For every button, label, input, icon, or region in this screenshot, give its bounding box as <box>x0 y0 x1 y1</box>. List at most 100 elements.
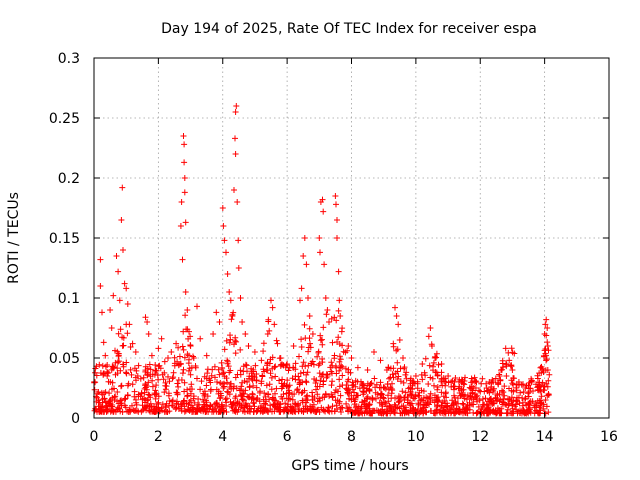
data-point <box>220 385 227 391</box>
data-point <box>459 400 466 407</box>
data-point <box>151 403 157 410</box>
data-point <box>182 289 189 295</box>
data-point <box>361 410 368 417</box>
data-point <box>106 390 113 397</box>
data-point <box>204 370 211 377</box>
data-point <box>241 390 248 397</box>
data-point <box>266 327 273 334</box>
data-point <box>331 389 338 396</box>
data-point <box>226 289 233 295</box>
data-point <box>440 407 446 414</box>
data-point <box>208 372 215 379</box>
data-point <box>129 340 136 347</box>
data-point <box>445 379 452 386</box>
data-point <box>110 292 117 299</box>
data-point <box>360 391 367 398</box>
data-point <box>256 389 263 396</box>
data-point <box>186 328 192 335</box>
data-point <box>228 385 235 392</box>
data-point <box>212 374 218 381</box>
data-point <box>95 389 102 395</box>
data-point <box>324 407 331 414</box>
data-point <box>544 325 551 331</box>
data-point <box>359 382 366 389</box>
data-point <box>249 391 256 398</box>
data-point <box>349 409 356 416</box>
data-point <box>311 376 318 382</box>
data-point <box>142 384 149 391</box>
data-point <box>399 388 406 395</box>
data-point <box>107 307 114 313</box>
data-point <box>220 223 227 229</box>
data-point <box>525 390 532 397</box>
data-point <box>434 384 441 390</box>
data-point <box>105 369 112 376</box>
data-point <box>227 336 234 343</box>
data-point <box>197 386 204 393</box>
data-point <box>179 343 186 350</box>
data-point <box>463 404 470 411</box>
data-point <box>314 383 321 390</box>
data-point <box>233 103 240 109</box>
data-point <box>426 362 433 369</box>
data-point <box>225 363 232 370</box>
data-point <box>332 397 339 404</box>
data-point <box>305 348 312 355</box>
data-point <box>386 375 393 382</box>
data-point <box>170 369 177 376</box>
x-axis-label: GPS time / hours <box>291 458 408 474</box>
data-point <box>432 355 439 361</box>
data-point <box>250 400 257 407</box>
data-point <box>272 373 279 380</box>
data-point <box>323 374 330 381</box>
data-point <box>344 387 351 394</box>
data-point <box>135 391 142 398</box>
data-point <box>377 357 384 364</box>
data-point <box>260 396 267 403</box>
data-point <box>328 391 335 398</box>
data-point <box>224 388 231 395</box>
data-point <box>376 410 383 416</box>
data-point <box>213 386 220 393</box>
data-point <box>272 390 278 397</box>
data-point <box>99 362 106 369</box>
data-point <box>530 388 536 394</box>
data-point <box>496 373 503 379</box>
data-point <box>430 359 437 366</box>
data-point <box>264 407 271 414</box>
data-point <box>525 408 531 415</box>
data-point <box>118 217 125 223</box>
data-point <box>338 328 345 335</box>
data-point <box>160 376 167 383</box>
data-point <box>445 373 452 379</box>
data-point <box>278 393 285 400</box>
data-point <box>379 401 386 408</box>
data-point <box>216 319 223 325</box>
data-point <box>250 366 257 373</box>
data-point <box>273 337 280 344</box>
data-point <box>542 397 549 403</box>
data-point <box>235 265 242 271</box>
data-point <box>144 402 151 409</box>
data-point <box>180 366 187 373</box>
data-point <box>391 401 398 408</box>
data-point <box>121 396 128 403</box>
data-point <box>309 358 316 365</box>
data-point <box>296 406 303 413</box>
data-point <box>100 339 107 346</box>
data-point <box>175 383 182 390</box>
data-point <box>187 343 194 349</box>
data-point <box>208 386 214 393</box>
data-point <box>392 370 399 377</box>
data-point <box>503 361 509 367</box>
data-point <box>226 369 233 376</box>
data-point <box>333 201 339 208</box>
data-point <box>161 358 168 365</box>
data-point <box>544 383 551 390</box>
data-point <box>461 395 468 402</box>
data-point <box>91 407 98 414</box>
data-point <box>329 339 336 346</box>
data-point <box>118 383 124 390</box>
data-point <box>173 400 180 407</box>
data-point <box>278 380 285 387</box>
